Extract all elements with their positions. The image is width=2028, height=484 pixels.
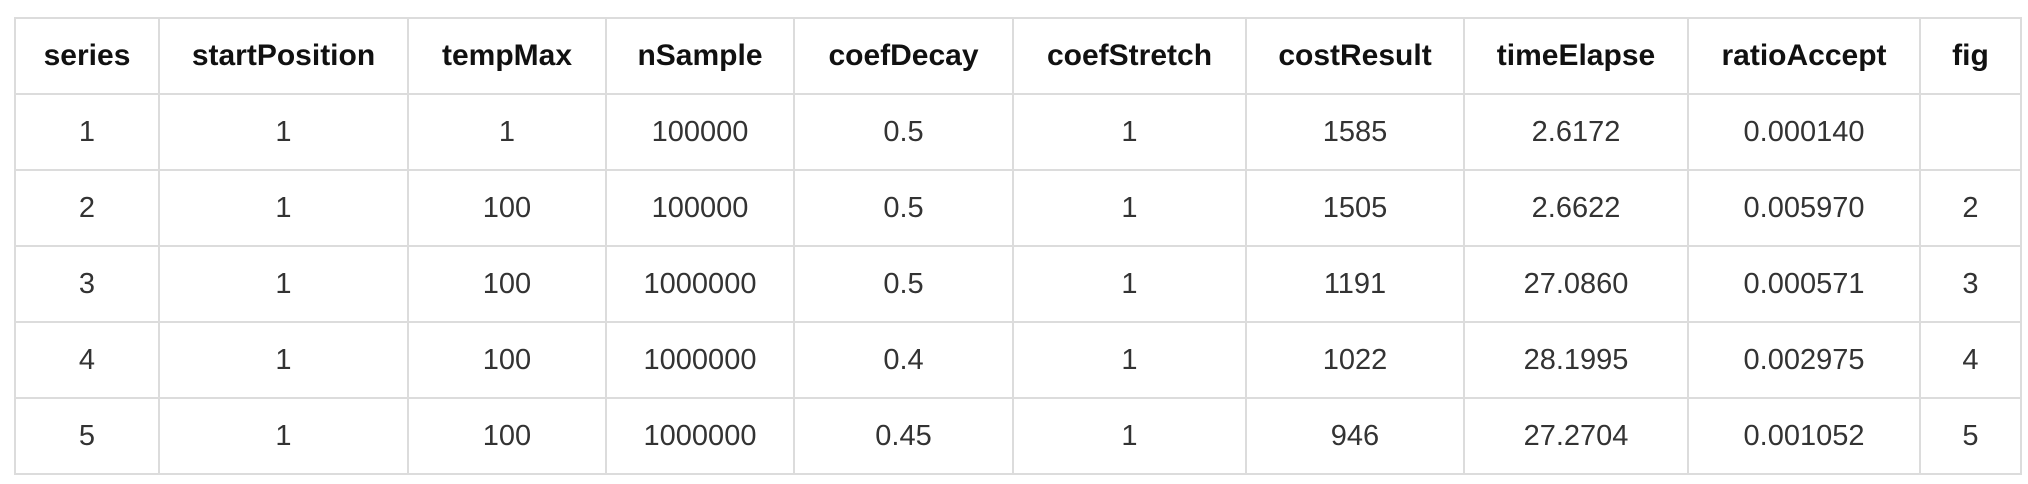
table-cell: 1 [158, 169, 409, 247]
column-header-fig: fig [1919, 17, 2022, 95]
table-row: 2 1 100 100000 0.5 1 1505 2.6622 0.00597… [14, 169, 2022, 247]
table-cell: 0.4 [793, 321, 1014, 399]
table-cell: 5 [1919, 397, 2022, 475]
table-cell: 1 [1012, 93, 1247, 171]
column-header-costResult: costResult [1245, 17, 1465, 95]
table-cell: 27.2704 [1463, 397, 1689, 475]
table-row: 3 1 100 1000000 0.5 1 1191 27.0860 0.000… [14, 245, 2022, 323]
table-cell: 2 [1919, 169, 2022, 247]
table-cell: 1022 [1245, 321, 1465, 399]
table-cell: 1 [1012, 321, 1247, 399]
column-header-ratioAccept: ratioAccept [1687, 17, 1921, 95]
table-row: 5 1 100 1000000 0.45 1 946 27.2704 0.001… [14, 397, 2022, 475]
table-cell: 1 [158, 93, 409, 171]
column-header-startPosition: startPosition [158, 17, 409, 95]
table-cell: 1 [407, 93, 607, 171]
table-cell: 0.005970 [1687, 169, 1921, 247]
table-cell: 946 [1245, 397, 1465, 475]
table-cell: 100 [407, 321, 607, 399]
table-cell: 100000 [605, 93, 795, 171]
table-cell: 0.000140 [1687, 93, 1921, 171]
table-cell: 1 [1012, 245, 1247, 323]
table-cell: 1585 [1245, 93, 1465, 171]
header-row: series startPosition tempMax nSample coe… [14, 17, 2022, 95]
column-header-coefStretch: coefStretch [1012, 17, 1247, 95]
table-cell: 0.45 [793, 397, 1014, 475]
table-cell: 1 [1012, 169, 1247, 247]
results-table-container: series startPosition tempMax nSample coe… [14, 17, 2022, 475]
table-cell: 1 [1012, 397, 1247, 475]
table-cell: 0.5 [793, 93, 1014, 171]
table-cell: 1000000 [605, 397, 795, 475]
table-cell: 1 [158, 245, 409, 323]
table-cell: 1000000 [605, 321, 795, 399]
table-cell: 2 [14, 169, 160, 247]
table-cell: 1 [158, 321, 409, 399]
results-table: series startPosition tempMax nSample coe… [14, 17, 2022, 475]
table-cell: 0.000571 [1687, 245, 1921, 323]
table-cell: 1505 [1245, 169, 1465, 247]
column-header-series: series [14, 17, 160, 95]
column-header-coefDecay: coefDecay [793, 17, 1014, 95]
table-cell: 2.6172 [1463, 93, 1689, 171]
table-cell: 0.5 [793, 169, 1014, 247]
table-cell: 100 [407, 245, 607, 323]
table-cell: 0.5 [793, 245, 1014, 323]
table-cell: 1000000 [605, 245, 795, 323]
table-cell: 4 [1919, 321, 2022, 399]
table-cell: 3 [14, 245, 160, 323]
table-cell: 2.6622 [1463, 169, 1689, 247]
table-cell: 27.0860 [1463, 245, 1689, 323]
column-header-timeElapse: timeElapse [1463, 17, 1689, 95]
table-cell: 100 [407, 397, 607, 475]
table-cell: 100000 [605, 169, 795, 247]
table-row: 1 1 1 100000 0.5 1 1585 2.6172 0.000140 [14, 93, 2022, 171]
table-cell: 1191 [1245, 245, 1465, 323]
table-cell: 100 [407, 169, 607, 247]
table-cell: 0.001052 [1687, 397, 1921, 475]
table-cell: 0.002975 [1687, 321, 1921, 399]
table-cell: 5 [14, 397, 160, 475]
column-header-tempMax: tempMax [407, 17, 607, 95]
table-cell: 3 [1919, 245, 2022, 323]
column-header-nSample: nSample [605, 17, 795, 95]
table-cell: 1 [158, 397, 409, 475]
table-row: 4 1 100 1000000 0.4 1 1022 28.1995 0.002… [14, 321, 2022, 399]
table-cell [1919, 93, 2022, 171]
table-cell: 4 [14, 321, 160, 399]
table-cell: 1 [14, 93, 160, 171]
table-cell: 28.1995 [1463, 321, 1689, 399]
